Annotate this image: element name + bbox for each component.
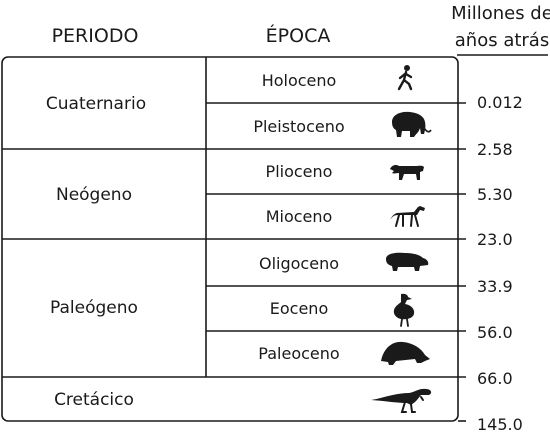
sabertooth-cat-icon [390, 165, 424, 180]
period-label: Neógeno [56, 185, 132, 205]
age-label: 33.9 [477, 277, 513, 296]
period-label: Paleógeno [50, 298, 138, 318]
terror-bird-icon [393, 293, 415, 327]
age-label: 145.0 [477, 415, 523, 434]
epoch-label: Eoceno [270, 299, 328, 318]
theropod-dinosaur-icon [371, 388, 432, 413]
ages-header-line1: Millones de [451, 3, 550, 24]
epoch-label: Holoceno [262, 71, 337, 90]
age-label: 56.0 [477, 323, 513, 342]
period-label: Cretácico [54, 390, 134, 410]
epoch-label: Paleoceno [258, 344, 339, 363]
epoch-label: Plioceno [266, 162, 333, 181]
epoch-label: Oligoceno [259, 254, 339, 273]
epoch-label: Pleistoceno [253, 117, 344, 136]
age-label: 2.58 [477, 140, 513, 159]
ages-header-line2: años atrás [455, 30, 549, 51]
age-label: 23.0 [477, 230, 513, 249]
epoch-header: ÉPOCA [266, 24, 331, 47]
epoch-label: Mioceno [266, 207, 333, 226]
period-header: PERIODO [52, 25, 139, 47]
age-label: 5.30 [477, 185, 513, 204]
walking-human-icon [397, 65, 413, 91]
early-horse-icon [390, 206, 425, 227]
hippo-like-mammal-icon [386, 252, 429, 271]
period-label: Cuaternario [46, 94, 146, 114]
armadillo-like-mammal-icon [381, 341, 430, 365]
mammoth-icon [392, 111, 432, 137]
age-label: 66.0 [477, 369, 513, 388]
age-label: 0.012 [477, 93, 523, 112]
